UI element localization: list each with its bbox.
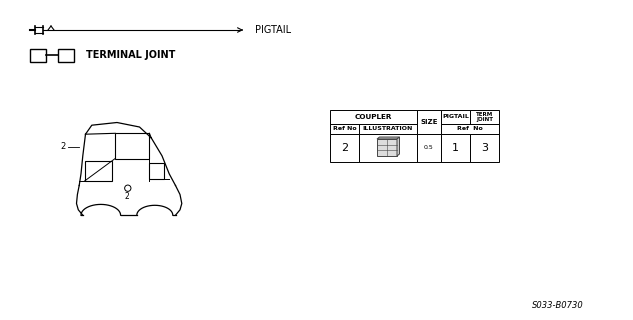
Text: 3: 3 (481, 142, 488, 153)
Bar (330, 133, 359, 162)
Text: Ref  No: Ref No (457, 126, 483, 131)
Bar (470, 133, 499, 162)
Text: 2: 2 (60, 142, 66, 151)
Text: TERMINAL JOINT: TERMINAL JOINT (86, 50, 175, 60)
Text: 1: 1 (452, 142, 459, 153)
Bar (441, 124, 499, 133)
Bar (58, 49, 74, 61)
Bar (441, 110, 470, 124)
Text: 0.5: 0.5 (424, 145, 434, 150)
Text: PIGTAIL: PIGTAIL (442, 114, 469, 119)
Bar (359, 133, 417, 162)
Text: ILLUSTRATION: ILLUSTRATION (363, 126, 413, 131)
Bar (359, 124, 417, 133)
Bar (85, 161, 111, 181)
Text: COUPLER: COUPLER (355, 114, 392, 120)
Bar (115, 133, 149, 158)
Text: SIZE: SIZE (420, 119, 438, 125)
Text: Ref No: Ref No (333, 126, 356, 131)
Text: 2: 2 (125, 192, 129, 201)
Bar (441, 133, 470, 162)
Bar (330, 110, 417, 124)
Polygon shape (397, 137, 399, 156)
Bar (470, 110, 499, 124)
Bar (417, 110, 441, 133)
Text: TERM
JOINT: TERM JOINT (476, 112, 493, 122)
Bar (149, 163, 164, 179)
Text: PIGTAIL: PIGTAIL (255, 25, 291, 35)
Bar (377, 139, 397, 156)
Bar (30, 49, 46, 61)
Polygon shape (377, 137, 399, 139)
Text: S033-B0730: S033-B0730 (532, 300, 584, 309)
Bar (330, 124, 359, 133)
Bar (417, 133, 441, 162)
Text: 2: 2 (341, 142, 348, 153)
